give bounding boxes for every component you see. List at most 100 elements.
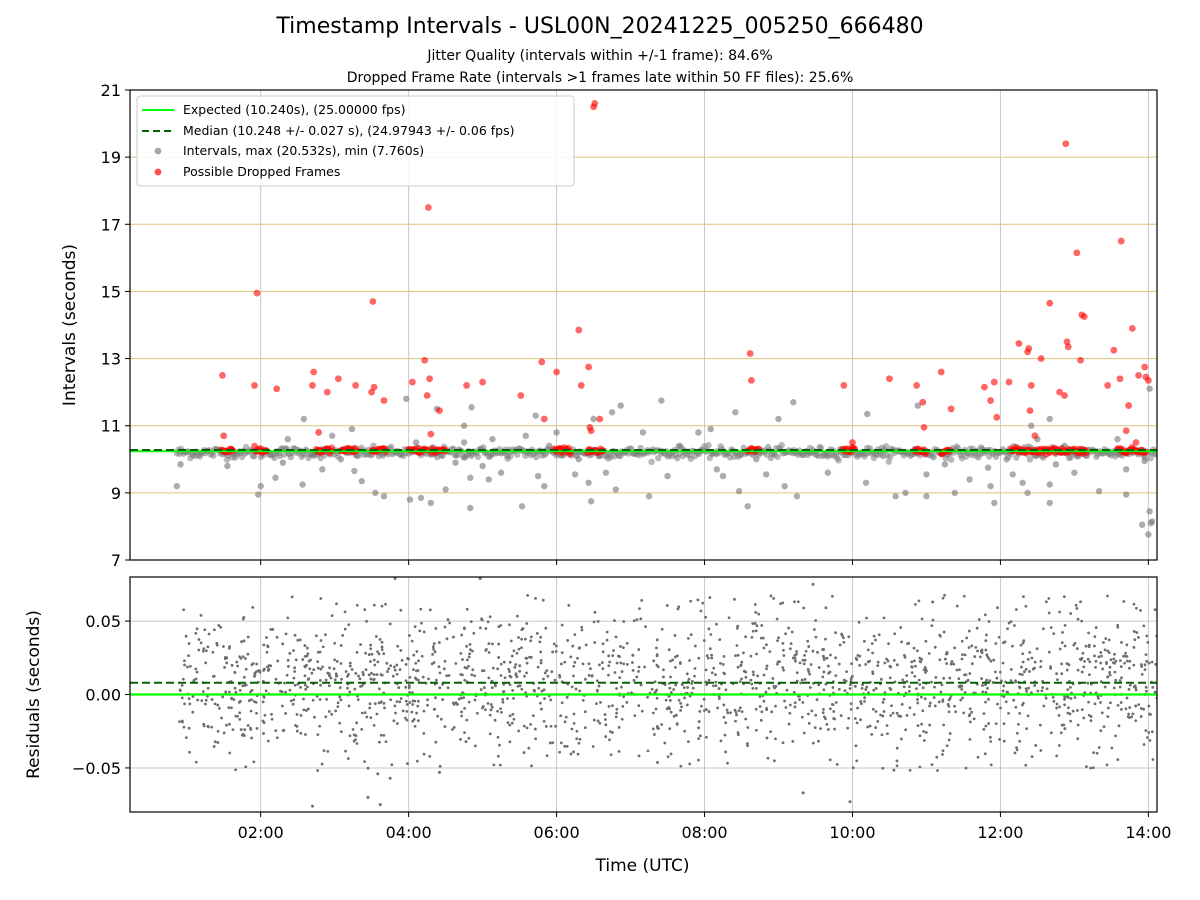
residual-point <box>1147 704 1151 708</box>
residual-point <box>378 687 381 691</box>
intervals-y-tick-label: 21 <box>101 81 121 100</box>
residual-point <box>654 707 658 711</box>
residual-point <box>922 668 926 672</box>
residual-point <box>293 666 297 670</box>
residual-point <box>803 653 806 657</box>
residual-point <box>510 721 514 725</box>
residual-point <box>679 701 683 705</box>
residual-point <box>968 720 972 724</box>
residual-point <box>182 608 186 612</box>
residual-point <box>849 702 853 706</box>
residual-point <box>263 713 267 717</box>
residual-point <box>1015 746 1018 750</box>
dropped-frame-point <box>1026 407 1034 415</box>
residual-point <box>419 607 423 611</box>
residual-point <box>1062 595 1066 599</box>
residual-point <box>765 707 769 710</box>
residual-point <box>847 635 851 639</box>
residual-point <box>463 678 467 682</box>
residual-point <box>422 630 426 634</box>
residual-point <box>1116 623 1120 627</box>
residual-point <box>223 666 227 669</box>
residual-point <box>620 685 623 689</box>
residual-point <box>885 657 888 661</box>
residual-point <box>565 695 569 699</box>
residual-point <box>806 712 810 716</box>
residual-point <box>947 710 951 714</box>
residual-point <box>976 755 980 759</box>
interval-point <box>762 471 770 478</box>
residual-point <box>350 668 354 671</box>
legend-intervals-swatch <box>154 147 162 155</box>
residual-point <box>339 662 343 665</box>
residual-point <box>559 741 563 745</box>
residual-point <box>564 715 568 719</box>
residual-point <box>708 596 712 599</box>
residual-point <box>842 640 846 644</box>
residual-point <box>669 710 673 714</box>
residual-point <box>569 655 573 659</box>
residual-point <box>242 615 246 619</box>
residual-point <box>572 712 576 716</box>
residual-point <box>296 638 300 642</box>
residual-point <box>851 766 855 770</box>
residual-point <box>985 653 989 657</box>
residual-point <box>372 677 376 681</box>
residual-point <box>202 722 206 726</box>
residual-point <box>874 726 878 729</box>
chart-title: Timestamp Intervals - USL00N_20241225_00… <box>276 14 924 39</box>
residual-point <box>584 677 587 681</box>
residual-point <box>467 664 470 668</box>
residual-point <box>918 660 922 663</box>
residual-point <box>204 661 208 665</box>
residual-point <box>1001 661 1005 665</box>
residual-point <box>312 668 316 672</box>
residual-point <box>886 732 889 736</box>
residual-point <box>697 726 700 730</box>
residual-point <box>191 695 195 698</box>
residual-point <box>244 667 248 671</box>
residual-point <box>900 640 904 644</box>
residual-point <box>707 678 711 682</box>
intervals-axes-frame <box>129 89 1158 561</box>
interval-point <box>987 482 994 490</box>
residual-point <box>876 660 880 664</box>
residual-point <box>1143 663 1147 667</box>
residual-point <box>1144 685 1148 689</box>
residual-point <box>1018 739 1022 743</box>
interval-point <box>1152 450 1157 458</box>
residual-point <box>514 673 518 677</box>
residual-point <box>922 739 926 742</box>
residual-point <box>407 684 411 687</box>
residual-point <box>912 659 916 663</box>
residual-point <box>377 652 381 656</box>
residual-point <box>829 653 832 657</box>
residual-point <box>1026 714 1030 718</box>
residual-point <box>471 668 475 672</box>
residual-point <box>1030 656 1034 660</box>
residual-point <box>854 744 858 748</box>
residual-point <box>569 752 573 756</box>
residual-point <box>264 689 268 693</box>
residual-point <box>799 681 803 685</box>
residual-point <box>635 618 639 622</box>
residual-point <box>184 736 188 740</box>
residual-point <box>478 626 482 630</box>
residual-point <box>559 662 563 666</box>
residual-point <box>673 634 677 637</box>
residual-point <box>211 650 215 654</box>
residual-point <box>736 653 740 657</box>
residual-point <box>674 655 677 659</box>
residual-point <box>303 674 307 678</box>
intervals-y-tick-label: 15 <box>101 282 121 301</box>
intervals-y-tick-label: 7 <box>111 551 121 570</box>
residual-point <box>853 684 857 688</box>
residual-point <box>460 696 463 700</box>
residual-point <box>687 677 691 681</box>
residual-point <box>404 716 407 720</box>
residual-point <box>231 728 235 732</box>
residual-point <box>447 674 451 677</box>
residual-point <box>729 711 732 715</box>
residual-point <box>980 651 984 655</box>
residual-point <box>964 673 968 677</box>
